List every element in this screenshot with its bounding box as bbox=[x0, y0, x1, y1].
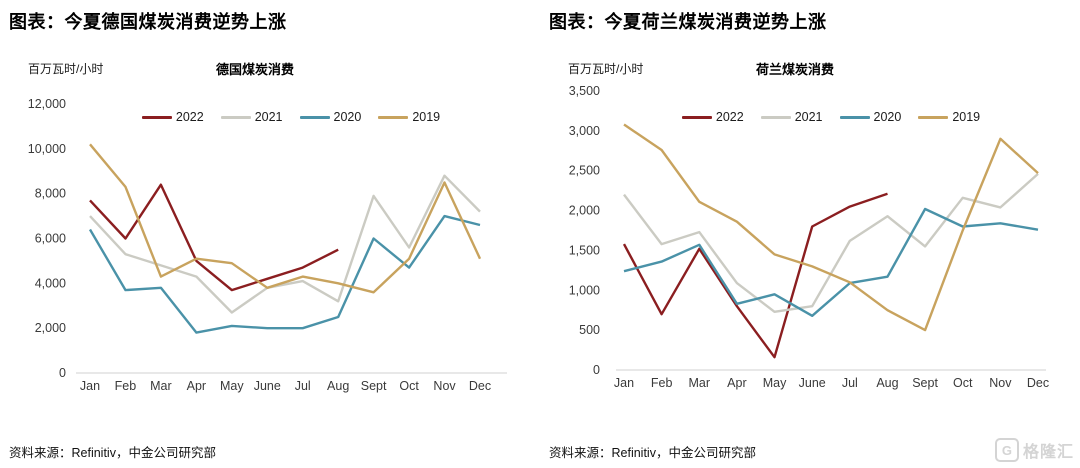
germany-line-chart: 0 2,000 4,000 6,000 8,000 10,000 12,000 Jan Feb M… bbox=[28, 97, 507, 393]
x-axis-tick-label: Jul bbox=[842, 376, 858, 390]
y-axis-tick-label: 10,000 bbox=[28, 142, 66, 156]
chart-legend: 2022 2021 2020 2019 bbox=[616, 110, 1046, 124]
legend-swatch-2022 bbox=[681, 115, 712, 119]
legend-label: 2021 bbox=[254, 110, 283, 124]
x-axis-tick-label: Jan bbox=[614, 376, 634, 390]
series-line-2020 bbox=[88, 214, 481, 334]
x-axis-tick-label: Jan bbox=[80, 379, 100, 393]
y-axis-tick-label: 500 bbox=[579, 323, 600, 337]
x-axis-tick-label: Sept bbox=[361, 379, 387, 393]
legend-item-2021: 2021 bbox=[220, 110, 283, 124]
series-line-2021 bbox=[623, 173, 1039, 313]
y-axis-tick-label: 3,500 bbox=[569, 84, 600, 98]
x-axis-tick-label: June bbox=[799, 376, 826, 390]
x-axis-tick-label: Aug bbox=[876, 376, 898, 390]
y-axis-tick-label: 6,000 bbox=[35, 232, 66, 246]
legend-label: 2019 bbox=[952, 110, 981, 124]
x-axis-tick-label: May bbox=[220, 379, 244, 393]
x-axis-tick-label: Mar bbox=[689, 376, 711, 390]
y-axis-tick-label: 0 bbox=[59, 366, 66, 380]
legend-label: 2020 bbox=[873, 110, 902, 124]
y-axis-tick-label: 1,000 bbox=[569, 283, 600, 297]
legend-label: 2021 bbox=[794, 110, 823, 124]
source-note-netherlands: 资料来源：Refinitiv，中金公司研究部 bbox=[549, 446, 756, 460]
x-axis-tick-label: Aug bbox=[327, 379, 349, 393]
chart-panel-germany: 图表：今夏德国煤炭消费逆势上涨 百万瓦时/小时 德国煤炭消费 2022 2021 2… bbox=[9, 12, 507, 460]
x-axis-tick-label: Apr bbox=[727, 376, 746, 390]
gelonghui-logo: G 格隆汇 bbox=[994, 438, 1074, 462]
y-axis-tick-label: 3,000 bbox=[569, 124, 600, 138]
x-axis-tick-label: Mar bbox=[150, 379, 172, 393]
legend-swatch-2019 bbox=[378, 115, 409, 119]
chart-panel-netherlands: 图表：今夏荷兰煤炭消费逆势上涨 百万瓦时/小时 荷兰煤炭消费 2022 2021 2… bbox=[540, 0, 1080, 468]
y-axis-tick-label: 8,000 bbox=[35, 187, 66, 201]
legend-item-2020: 2020 bbox=[299, 110, 362, 124]
series-line-2022 bbox=[89, 183, 339, 292]
legend-swatch-2020 bbox=[299, 115, 330, 119]
series-line-2020 bbox=[623, 207, 1039, 317]
y-axis-unit-label: 百万瓦时/小时 bbox=[28, 62, 104, 76]
legend-swatch-2022 bbox=[141, 115, 172, 119]
legend-item-2019: 2019 bbox=[378, 110, 440, 124]
chart-title-germany: 德国煤炭消费 bbox=[215, 62, 294, 77]
y-axis-tick-label: 12,000 bbox=[28, 97, 66, 111]
series-line-2019 bbox=[89, 143, 482, 294]
y-axis-tick-label: 2,000 bbox=[35, 321, 66, 335]
y-axis-tick-label: 0 bbox=[593, 363, 600, 377]
x-axis-tick-label: Nov bbox=[433, 379, 456, 393]
legend-item-2022: 2022 bbox=[681, 110, 744, 124]
legend-swatch-2021 bbox=[760, 115, 791, 119]
legend-label: 2020 bbox=[333, 110, 362, 124]
chart-heading-germany: 图表：今夏德国煤炭消费逆势上涨 bbox=[9, 12, 287, 32]
x-axis-tick-label: Dec bbox=[469, 379, 491, 393]
y-axis-tick-label: 2,000 bbox=[569, 204, 600, 218]
legend-item-2019: 2019 bbox=[918, 110, 980, 124]
legend-swatch-2020 bbox=[839, 115, 870, 119]
legend-label: 2022 bbox=[175, 110, 204, 124]
legend-swatch-2019 bbox=[918, 115, 949, 119]
chart-heading-netherlands: 图表：今夏荷兰煤炭消费逆势上涨 bbox=[549, 12, 827, 32]
legend-item-2022: 2022 bbox=[141, 110, 204, 124]
x-axis-tick-label: June bbox=[254, 379, 281, 393]
netherlands-line-chart: 0 500 1,000 1,500 2,000 2,500 3,000 3,500 Jan Feb… bbox=[569, 84, 1049, 390]
x-axis-tick-label: Jul bbox=[295, 379, 311, 393]
x-axis-tick-label: Apr bbox=[187, 379, 206, 393]
x-axis-tick-label: Oct bbox=[953, 376, 973, 390]
x-axis-tick-label: May bbox=[763, 376, 787, 390]
legend-swatch-2021 bbox=[220, 115, 251, 119]
legend-item-2021: 2021 bbox=[760, 110, 823, 124]
gelonghui-logo-icon: G bbox=[994, 438, 1019, 462]
x-axis-tick-label: Dec bbox=[1027, 376, 1049, 390]
chart-title-netherlands: 荷兰煤炭消费 bbox=[755, 62, 834, 77]
chart-legend: 2022 2021 2020 2019 bbox=[76, 110, 506, 124]
y-axis-tick-label: 1,500 bbox=[569, 243, 600, 257]
x-axis-tick-label: Nov bbox=[989, 376, 1012, 390]
y-axis-tick-label: 4,000 bbox=[35, 276, 66, 290]
series-line-2019 bbox=[623, 123, 1039, 332]
x-axis-tick-label: Feb bbox=[651, 376, 673, 390]
legend-label: 2022 bbox=[715, 110, 744, 124]
source-note-germany: 资料来源：Refinitiv，中金公司研究部 bbox=[9, 446, 216, 460]
x-axis-tick-label: Sept bbox=[912, 376, 938, 390]
x-axis-tick-label: Oct bbox=[399, 379, 419, 393]
y-axis-tick-label: 2,500 bbox=[569, 164, 600, 178]
x-axis-tick-label: Feb bbox=[115, 379, 137, 393]
legend-label: 2019 bbox=[412, 110, 441, 124]
y-axis-unit-label: 百万瓦时/小时 bbox=[568, 62, 644, 76]
legend-item-2020: 2020 bbox=[839, 110, 902, 124]
series-line-2022 bbox=[622, 192, 888, 359]
gelonghui-logo-text: 格隆汇 bbox=[1022, 444, 1074, 461]
